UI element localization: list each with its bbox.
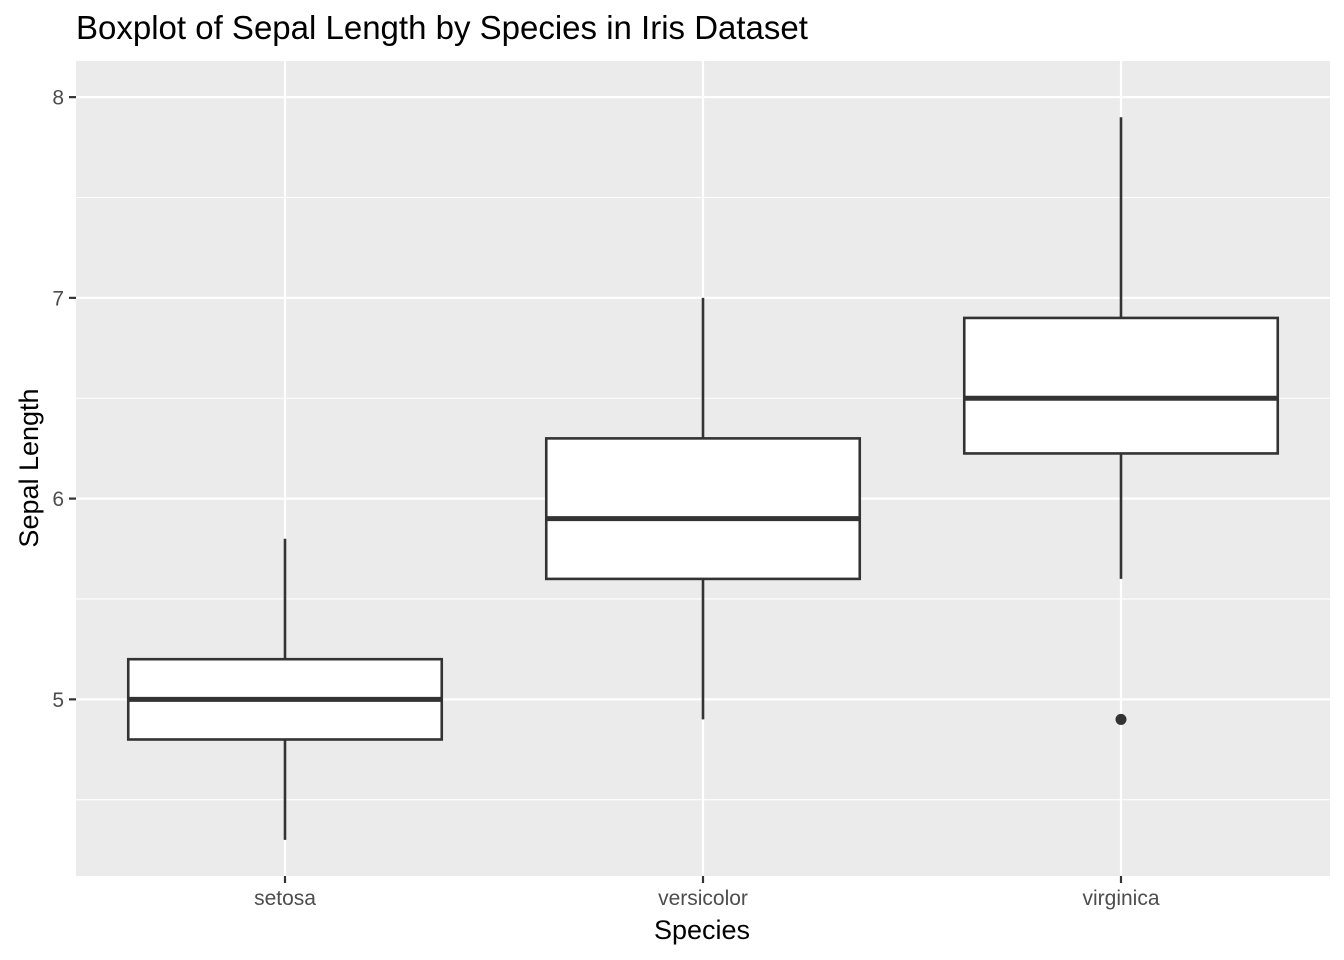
box-versicolor (544, 297, 862, 720)
x-tick-label: virginica (1082, 887, 1159, 910)
y-tick-label: 7 (52, 287, 64, 310)
box-setosa (126, 538, 444, 840)
y-tick-label: 5 (52, 689, 64, 712)
y-tick-label: 8 (52, 87, 64, 110)
y-axis: 5 6 7 8 (52, 87, 76, 712)
iqr-box (962, 316, 1280, 455)
x-axis-title: Species (654, 915, 750, 945)
x-tick-label: versicolor (658, 887, 748, 910)
x-tick-label: setosa (254, 887, 316, 910)
box-marks (126, 117, 1280, 840)
box-virginica (962, 117, 1280, 725)
y-axis-title: Sepal Length (14, 388, 44, 547)
outlier-point (1115, 713, 1127, 725)
iqr-box (544, 437, 862, 581)
x-axis: setosa versicolor virginica (254, 876, 1160, 910)
chart-title: Boxplot of Sepal Length by Species in Ir… (76, 9, 808, 46)
y-tick-label: 6 (52, 488, 64, 511)
